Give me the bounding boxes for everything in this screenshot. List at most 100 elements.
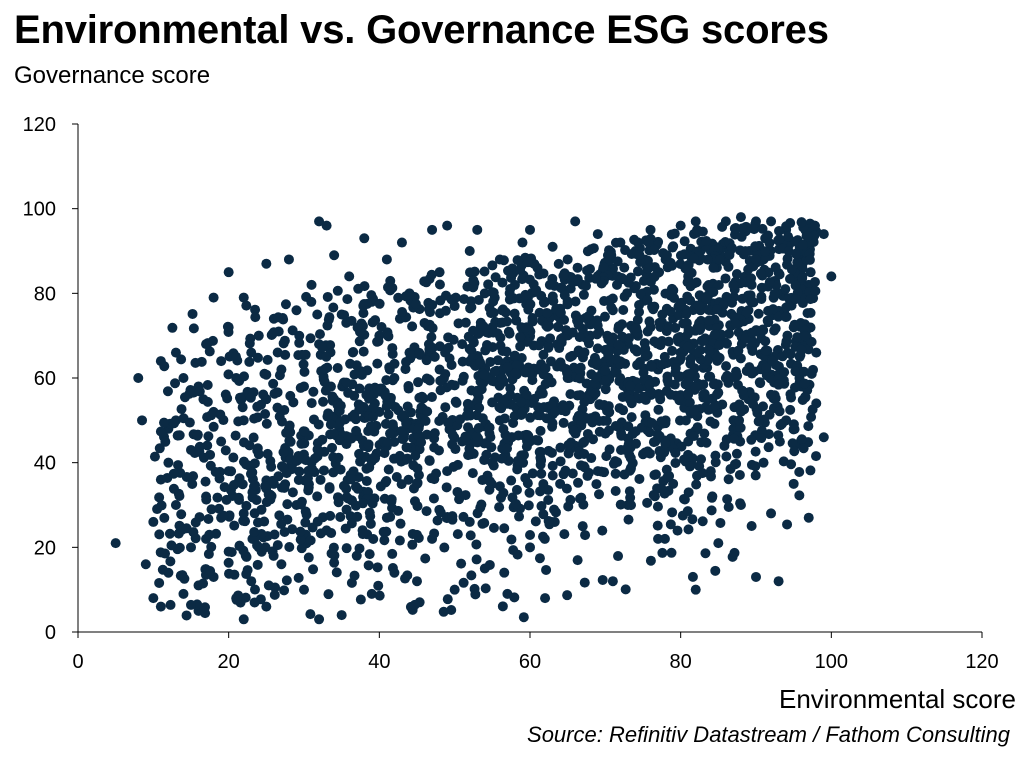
data-point xyxy=(155,426,166,437)
data-point xyxy=(760,246,771,257)
data-point xyxy=(542,308,553,319)
data-point xyxy=(325,419,336,430)
data-point xyxy=(737,385,748,396)
data-point xyxy=(780,339,791,350)
data-point xyxy=(336,610,347,621)
data-point xyxy=(790,236,801,247)
data-point xyxy=(443,417,454,428)
data-point xyxy=(524,487,535,498)
data-point xyxy=(711,389,722,400)
data-point xyxy=(159,417,170,428)
data-point xyxy=(176,509,187,520)
data-point xyxy=(792,257,803,268)
data-point xyxy=(447,439,458,450)
data-point xyxy=(756,291,767,302)
data-point xyxy=(750,470,761,481)
data-point xyxy=(484,422,495,433)
data-point xyxy=(405,407,416,418)
data-point xyxy=(385,428,396,439)
data-point xyxy=(697,468,708,479)
data-point xyxy=(555,282,566,293)
data-point xyxy=(753,416,764,427)
data-point xyxy=(545,356,556,367)
data-point xyxy=(270,582,281,593)
x-tick-label: 40 xyxy=(368,651,390,673)
data-point xyxy=(322,320,333,331)
data-point xyxy=(660,438,671,449)
data-point xyxy=(746,520,757,531)
data-point xyxy=(533,340,544,351)
data-point xyxy=(706,492,717,503)
data-point xyxy=(579,436,590,447)
data-point xyxy=(365,518,376,529)
data-point xyxy=(373,336,384,347)
data-point xyxy=(689,253,700,264)
data-point xyxy=(559,290,570,301)
data-point xyxy=(382,437,393,448)
data-point xyxy=(802,231,813,242)
data-point xyxy=(342,294,353,305)
data-point xyxy=(719,440,730,451)
data-point xyxy=(367,411,378,422)
data-point xyxy=(729,223,740,234)
data-point xyxy=(750,253,761,264)
data-point xyxy=(599,375,610,386)
data-point xyxy=(190,517,201,528)
data-point xyxy=(649,244,660,255)
data-point xyxy=(306,398,317,409)
data-point xyxy=(511,484,522,495)
data-point xyxy=(775,420,786,431)
data-point xyxy=(471,431,482,442)
data-point xyxy=(537,388,548,399)
data-point xyxy=(498,423,509,434)
data-point xyxy=(512,464,523,475)
data-point xyxy=(786,264,797,275)
data-point xyxy=(204,346,215,357)
data-point xyxy=(773,430,784,441)
data-point xyxy=(497,277,508,288)
data-point xyxy=(774,225,785,236)
data-point xyxy=(492,328,503,339)
data-point xyxy=(634,473,645,484)
data-point xyxy=(169,418,180,429)
data-point xyxy=(789,382,800,393)
data-point xyxy=(331,567,342,578)
data-point xyxy=(340,414,351,425)
data-point xyxy=(315,474,326,485)
data-point xyxy=(573,410,584,421)
data-point xyxy=(303,465,314,476)
data-point xyxy=(465,530,476,541)
data-point xyxy=(237,402,248,413)
data-point xyxy=(756,425,767,436)
data-point xyxy=(262,354,273,365)
data-point xyxy=(291,305,302,316)
data-point xyxy=(764,409,775,420)
data-point xyxy=(478,321,489,332)
data-point xyxy=(381,476,392,487)
data-point xyxy=(607,576,618,587)
data-point xyxy=(455,414,466,425)
data-point xyxy=(222,321,233,332)
data-point xyxy=(606,250,617,261)
data-point xyxy=(422,406,433,417)
data-point xyxy=(538,509,549,520)
data-point xyxy=(426,269,437,280)
data-point xyxy=(278,447,289,458)
data-point xyxy=(689,406,700,417)
data-point xyxy=(218,415,229,426)
data-point xyxy=(484,484,495,495)
data-point xyxy=(565,351,576,362)
data-point xyxy=(261,601,272,612)
data-point xyxy=(429,528,440,539)
data-point xyxy=(494,402,505,413)
data-point xyxy=(544,279,555,290)
data-point xyxy=(755,268,766,279)
data-point xyxy=(194,386,205,397)
data-point xyxy=(683,325,694,336)
data-point xyxy=(803,421,814,432)
data-point xyxy=(250,480,261,491)
data-point xyxy=(757,223,768,234)
data-point xyxy=(205,565,216,576)
data-point xyxy=(424,344,435,355)
y-tick-label: 100 xyxy=(23,199,56,221)
